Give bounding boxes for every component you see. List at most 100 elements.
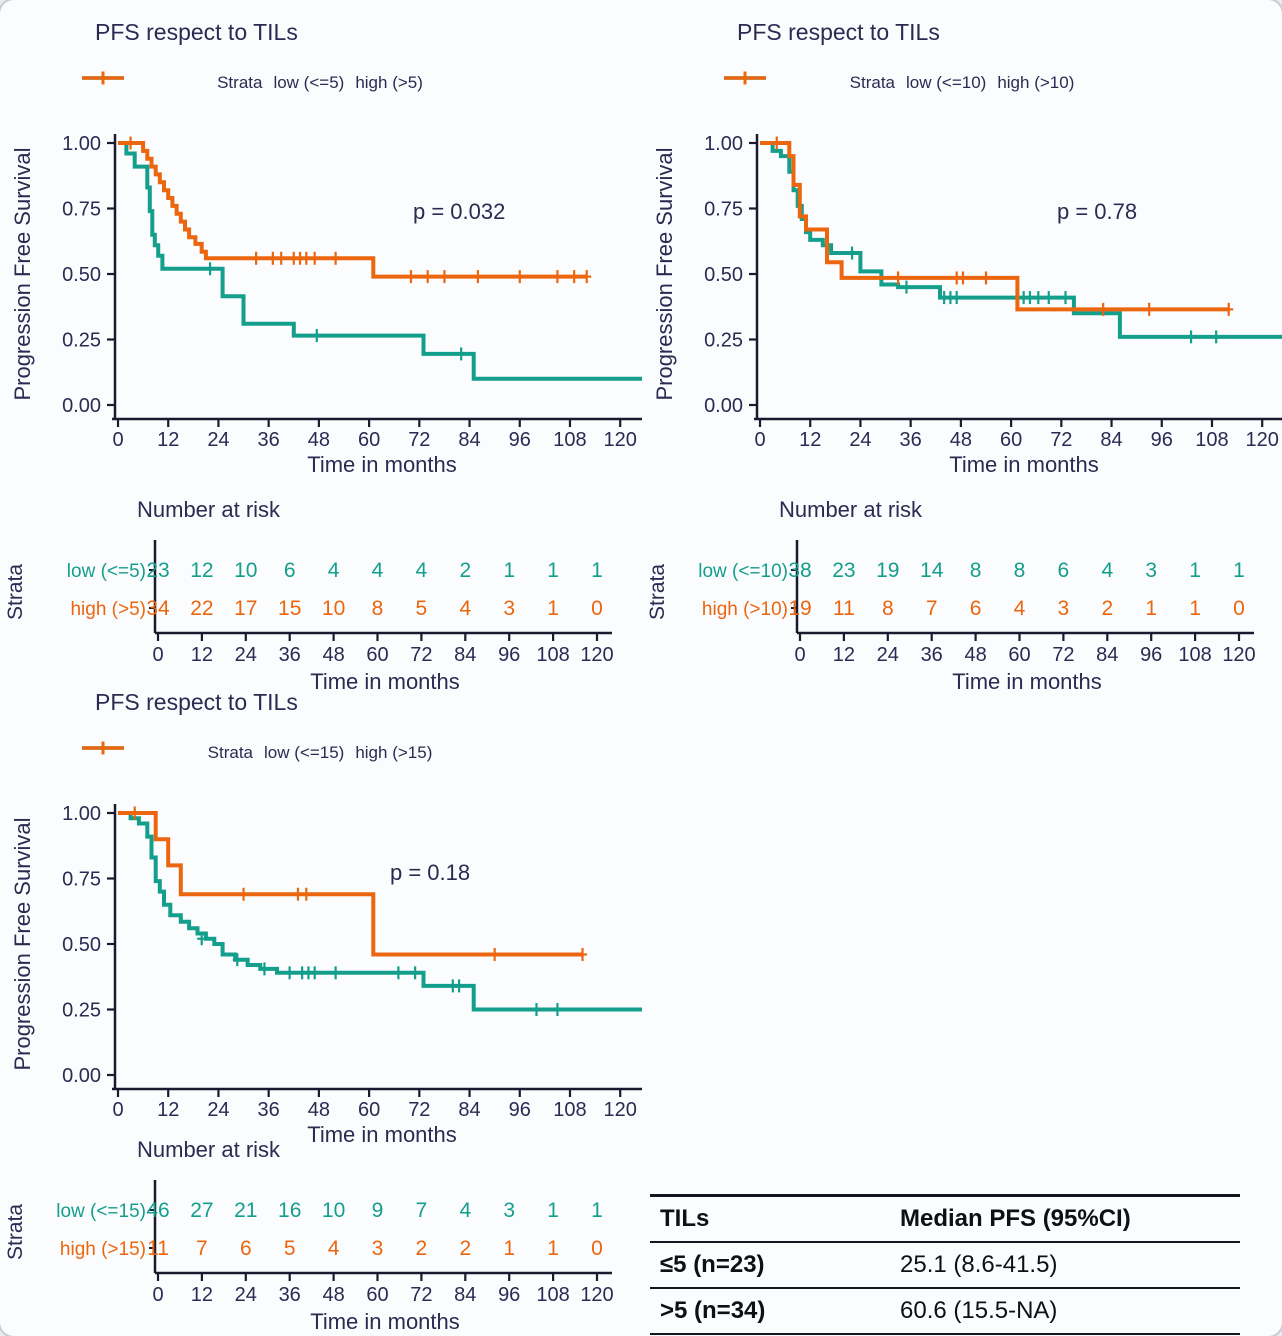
risk-x-tick-label: 72 bbox=[410, 644, 432, 666]
y-tick-label: 1.00 bbox=[62, 133, 101, 155]
risk-x-axis-label: Time in months bbox=[310, 669, 460, 694]
legend-label-high: high (>15) bbox=[355, 743, 433, 762]
legend-title: Strata bbox=[217, 73, 263, 92]
p-value: p = 0.032 bbox=[413, 199, 505, 224]
legend-label-low: low (<=10) bbox=[906, 73, 987, 92]
risk-count: 2 bbox=[459, 1237, 471, 1260]
risk-x-axis-label: Time in months bbox=[310, 1309, 460, 1334]
risk-count: 4 bbox=[328, 559, 340, 582]
p-value: p = 0.18 bbox=[390, 860, 470, 885]
y-tick-label: 0.75 bbox=[62, 869, 101, 891]
risk-x-tick-label: 108 bbox=[536, 644, 569, 666]
km-curve-high bbox=[118, 811, 583, 957]
risk-count: 3 bbox=[1145, 559, 1157, 582]
x-tick-label: 72 bbox=[408, 429, 430, 451]
x-tick-label: 36 bbox=[258, 1099, 280, 1121]
risk-count: 10 bbox=[322, 597, 345, 620]
y-tick-label: 0.25 bbox=[62, 1000, 101, 1022]
x-tick-label: 120 bbox=[604, 1099, 637, 1121]
risk-count: 7 bbox=[196, 1237, 208, 1260]
risk-count: 1 bbox=[1233, 559, 1245, 582]
legend-key-high-icon bbox=[82, 741, 124, 755]
risk-count: 1 bbox=[1189, 597, 1201, 620]
risk-table-title: Number at risk bbox=[137, 497, 281, 522]
table-cell-group: >5 (n=34) bbox=[660, 1297, 766, 1324]
risk-x-tick-label: 24 bbox=[235, 1284, 257, 1306]
risk-count: 4 bbox=[372, 559, 384, 582]
km-plot-svg: PFS respect to TILs p = 0.78 1.00 0.75 0.50 0… bbox=[646, 19, 1282, 694]
x-tick-label: 108 bbox=[553, 429, 586, 451]
risk-table-title: Number at risk bbox=[137, 1137, 281, 1162]
x-tick-label: 0 bbox=[112, 429, 123, 451]
risk-count: 1 bbox=[591, 1199, 603, 1222]
risk-x-tick-label: 120 bbox=[580, 644, 613, 666]
x-tick-label: 60 bbox=[358, 1099, 380, 1121]
y-tick-label: 1.00 bbox=[704, 133, 743, 155]
x-tick-label: 36 bbox=[258, 429, 280, 451]
km-panel-cutoff15: PFS respect to TILs p = 0.18 1.00 0.75 0.50 0… bbox=[0, 670, 642, 1336]
x-tick-label: 96 bbox=[509, 429, 531, 451]
y-tick-label: 0.25 bbox=[62, 330, 101, 352]
x-tick-label: 12 bbox=[157, 429, 179, 451]
strata-legend: Strata low (<=5) high (>5) bbox=[80, 70, 560, 96]
risk-x-tick-label: 84 bbox=[454, 644, 476, 666]
risk-x-tick-label: 120 bbox=[1222, 644, 1255, 666]
risk-count: 22 bbox=[190, 597, 213, 620]
risk-x-tick-label: 120 bbox=[580, 1284, 613, 1306]
risk-count: 3 bbox=[503, 597, 515, 620]
x-tick-label: 60 bbox=[1000, 429, 1022, 451]
strata-legend: Strata low (<=15) high (>15) bbox=[80, 740, 560, 766]
risk-x-tick-label: 60 bbox=[366, 1284, 388, 1306]
x-tick-label: 48 bbox=[308, 429, 330, 451]
risk-x-tick-label: 108 bbox=[536, 1284, 569, 1306]
km-panel-cutoff5: PFS respect to TILs p = 0.032 1.00 0.75 0.50… bbox=[0, 0, 642, 700]
risk-count: 8 bbox=[372, 597, 384, 620]
risk-x-tick-label: 72 bbox=[410, 1284, 432, 1306]
risk-x-axis-label: Time in months bbox=[952, 669, 1102, 694]
x-tick-label: 72 bbox=[408, 1099, 430, 1121]
km-curve-high bbox=[760, 141, 1229, 312]
risk-count: 3 bbox=[503, 1199, 515, 1222]
risk-count: 5 bbox=[416, 597, 428, 620]
legend-key-high-icon bbox=[82, 71, 124, 85]
x-axis-label: Time in months bbox=[307, 452, 457, 477]
panel-title: PFS respect to TILs bbox=[95, 19, 298, 45]
risk-count: 4 bbox=[1014, 597, 1026, 620]
risk-count: 1 bbox=[1145, 597, 1157, 620]
risk-count: 17 bbox=[234, 597, 257, 620]
y-tick-label: 0.50 bbox=[704, 264, 743, 286]
y-tick-label: 0.00 bbox=[704, 395, 743, 417]
risk-count: 1 bbox=[503, 1237, 515, 1260]
table-row: ≤5 (n=23) 25.1 (8.6-41.5) bbox=[650, 1243, 1240, 1289]
risk-count: 1 bbox=[1189, 559, 1201, 582]
km-curve-low bbox=[118, 811, 642, 1012]
table-cell-median: 25.1 (8.6-41.5) bbox=[900, 1251, 1058, 1278]
risk-x-tick-label: 84 bbox=[454, 1284, 476, 1306]
risk-count: 19 bbox=[876, 559, 899, 582]
risk-row-label: low (<=15) bbox=[56, 1201, 146, 1222]
y-tick-label: 0.50 bbox=[62, 264, 101, 286]
risk-row-label: high (>15) bbox=[60, 1239, 146, 1260]
x-tick-label: 96 bbox=[509, 1099, 531, 1121]
risk-count: 8 bbox=[882, 597, 894, 620]
risk-x-tick-label: 48 bbox=[322, 1284, 344, 1306]
risk-count: 6 bbox=[970, 597, 982, 620]
p-value: p = 0.78 bbox=[1057, 199, 1137, 224]
risk-count: 5 bbox=[284, 1237, 296, 1260]
y-tick-label: 0.75 bbox=[704, 199, 743, 221]
x-tick-label: 108 bbox=[1195, 429, 1228, 451]
x-tick-label: 0 bbox=[112, 1099, 123, 1121]
y-axis-label: Progression Free Survival bbox=[10, 147, 35, 400]
risk-x-tick-label: 36 bbox=[921, 644, 943, 666]
risk-x-tick-label: 96 bbox=[498, 644, 520, 666]
x-tick-label: 120 bbox=[1246, 429, 1279, 451]
x-tick-label: 0 bbox=[754, 429, 765, 451]
table-cell-group: ≤5 (n=23) bbox=[660, 1251, 765, 1278]
risk-x-tick-label: 0 bbox=[152, 644, 163, 666]
y-tick-label: 1.00 bbox=[62, 803, 101, 825]
legend-label-low: low (<=15) bbox=[264, 743, 345, 762]
risk-count: 4 bbox=[459, 1199, 471, 1222]
table-header-tils: TILs bbox=[660, 1205, 710, 1232]
risk-count: 1 bbox=[547, 597, 559, 620]
